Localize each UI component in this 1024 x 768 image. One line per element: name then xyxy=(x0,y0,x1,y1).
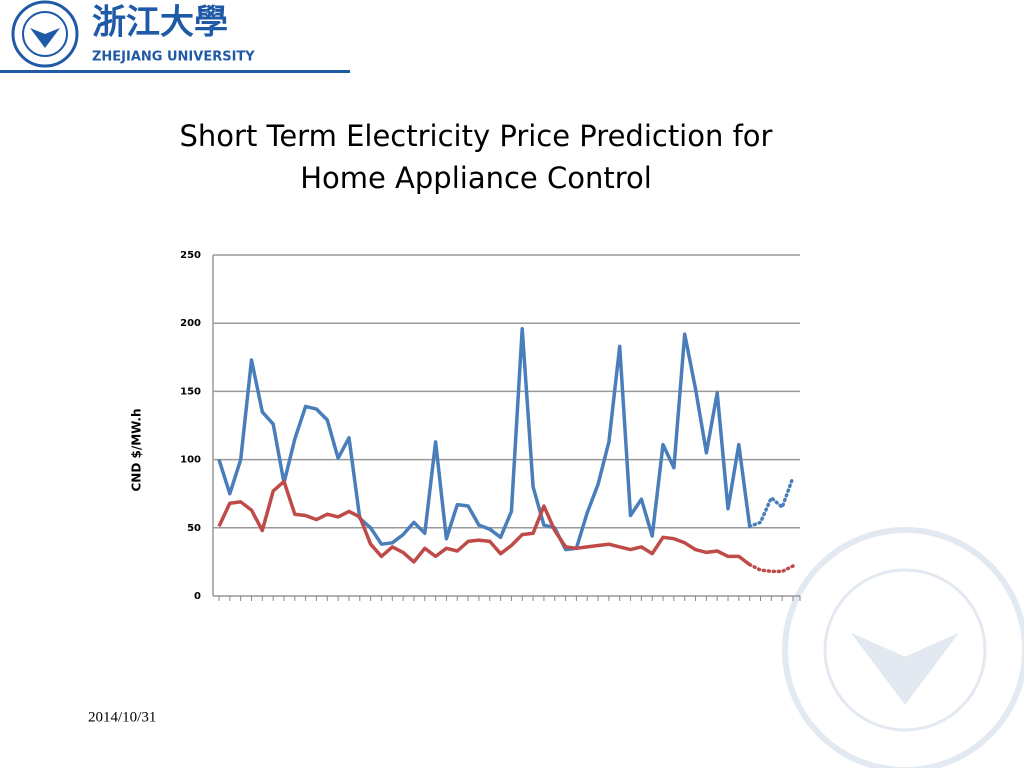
date: 2014/10/31 xyxy=(88,709,156,725)
logo-english: ZHEJIANG UNIVERSITY xyxy=(92,50,255,65)
logo: 浙江大學 ZHEJIANG UNIVERSITY xyxy=(0,0,350,73)
y-tick-label: 100 xyxy=(180,455,201,466)
y-tick-label: 150 xyxy=(180,386,201,397)
title-line: Short Term Electricity Price Prediction … xyxy=(180,119,773,153)
line-dotted xyxy=(747,562,795,574)
y-tick-label: 50 xyxy=(187,523,201,534)
y-tick-label: 0 xyxy=(194,591,201,602)
y-tick-label: 250 xyxy=(180,250,201,261)
line xyxy=(217,326,752,552)
header-rule xyxy=(0,70,350,73)
line xyxy=(217,479,751,566)
y-tick-label: 200 xyxy=(180,318,201,329)
title-line: Home Appliance Control xyxy=(300,161,652,195)
line-dotted xyxy=(747,475,795,529)
y-axis-label: CND $/MW.h xyxy=(130,408,144,491)
logo-chinese: 浙江大學 xyxy=(92,3,228,43)
watermark xyxy=(782,527,1024,768)
